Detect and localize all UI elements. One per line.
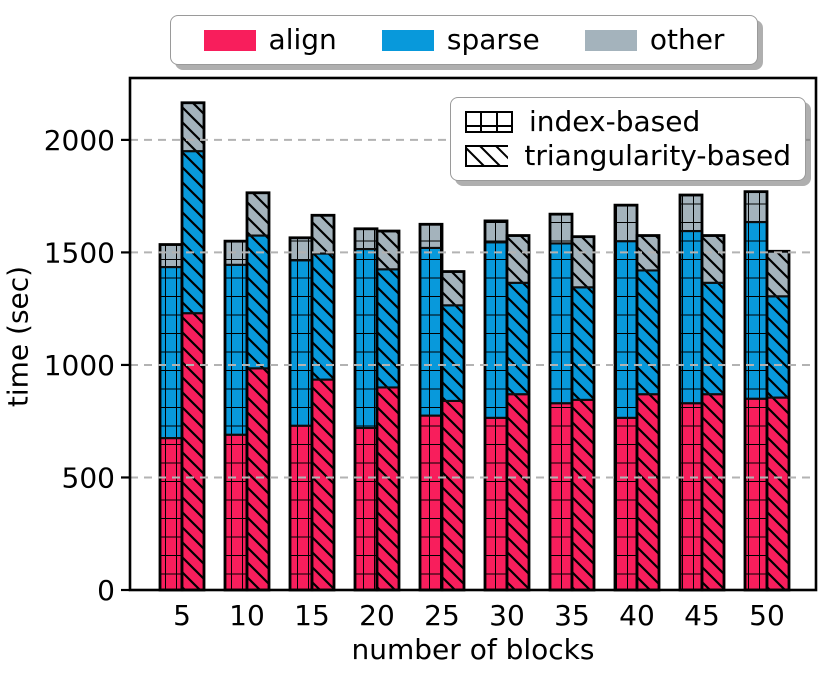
bar-segment-hatch-sparse bbox=[440, 304, 466, 403]
bar-segment-hatch-other bbox=[310, 214, 336, 255]
bar-segment-hatch-sparse bbox=[635, 269, 661, 396]
legend-item-other: other bbox=[584, 23, 725, 56]
bar-segment-hatch-align bbox=[570, 398, 596, 592]
y-tick-label: 0 bbox=[97, 574, 115, 607]
bar-segment-hatch-sparse bbox=[375, 268, 401, 389]
bar-segment-hatch-sparse bbox=[700, 281, 726, 396]
bar-segment-hatch-sparse bbox=[570, 286, 596, 401]
bar-segment-hatch-other bbox=[245, 191, 271, 237]
bar-segment-hatch-sparse bbox=[418, 246, 444, 417]
diagonal-hatch-swatch-icon bbox=[465, 145, 509, 167]
bar-segment-hatch-other bbox=[505, 234, 531, 284]
bar-segment-hatch-other bbox=[180, 101, 206, 153]
bar-segment-hatch-align bbox=[180, 312, 206, 592]
hatch-legend: index-based triangularity-based bbox=[450, 97, 806, 181]
x-tick-label: 10 bbox=[229, 599, 265, 632]
bar-segment-hatch-align bbox=[375, 386, 401, 592]
bar-segment-hatch-sparse bbox=[158, 265, 184, 440]
bar-segment-hatch-other bbox=[418, 223, 444, 249]
bar-segment-hatch-other bbox=[375, 229, 401, 271]
legend-item-align: align bbox=[203, 23, 337, 56]
x-tick-label: 5 bbox=[173, 599, 191, 632]
bar-segment-hatch-sparse bbox=[353, 247, 379, 430]
bar-segment-hatch-other bbox=[765, 250, 791, 298]
bar-segment-hatch-other bbox=[570, 235, 596, 289]
legend-item-triangularity-based: triangularity-based bbox=[465, 142, 791, 170]
x-tick-label: 30 bbox=[489, 599, 525, 632]
bar-segment-hatch-sparse bbox=[548, 242, 574, 405]
bar-segment-hatch-other bbox=[548, 213, 574, 245]
plot-border bbox=[128, 76, 818, 592]
bar-segment-hatch-align bbox=[505, 393, 531, 592]
y-tick-label: 1500 bbox=[44, 236, 115, 269]
bar-segment-hatch-align bbox=[310, 378, 336, 592]
y-axis-label: time (sec) bbox=[1, 265, 35, 408]
x-tick-label: 25 bbox=[424, 599, 460, 632]
bar-segment-hatch-sparse bbox=[180, 150, 206, 315]
bar-segment-hatch-align bbox=[223, 433, 249, 592]
x-tick-label: 15 bbox=[294, 599, 330, 632]
bar-segment-hatch-other bbox=[743, 190, 769, 224]
bar-segment-hatch-align bbox=[353, 426, 379, 592]
bar-segment-hatch-other bbox=[700, 234, 726, 284]
bar-segment-hatch-sparse bbox=[483, 241, 509, 419]
stack-color-legend: align sparse other bbox=[170, 15, 758, 65]
bar-segment-hatch-align bbox=[158, 437, 184, 592]
bar-segment-hatch-other bbox=[288, 236, 314, 262]
x-tick-label: 50 bbox=[749, 599, 785, 632]
y-tick-label: 1000 bbox=[44, 349, 115, 382]
swatch-align bbox=[203, 29, 256, 51]
x-axis-label: number of blocks bbox=[351, 633, 595, 666]
legend-label-triangularity-based: triangularity-based bbox=[524, 139, 791, 172]
bar-segment-hatch-align bbox=[548, 402, 574, 592]
bar-segment-hatch-align bbox=[418, 414, 444, 592]
legend-label-index-based: index-based bbox=[529, 105, 701, 138]
swatch-sparse bbox=[381, 29, 434, 51]
swatch-other bbox=[584, 29, 637, 51]
x-tick-label: 35 bbox=[554, 599, 590, 632]
legend-label-sparse: sparse bbox=[446, 23, 540, 56]
grid-hatch-swatch-icon bbox=[465, 111, 513, 133]
bar-segment-hatch-align bbox=[288, 424, 314, 592]
bar-segment-hatch-align bbox=[765, 396, 791, 592]
legend-label-other: other bbox=[649, 23, 725, 56]
legend-item-index-based: index-based bbox=[465, 108, 791, 136]
bar-segment-hatch-sparse bbox=[678, 229, 704, 405]
bar-segment-hatch-align bbox=[440, 399, 466, 592]
y-tick-label: 2000 bbox=[44, 124, 115, 157]
x-tick-label: 40 bbox=[619, 599, 655, 632]
bar-segment-hatch-align bbox=[743, 397, 769, 592]
x-tick-label: 20 bbox=[359, 599, 395, 632]
bar-segment-hatch-align bbox=[483, 416, 509, 592]
bar-segment-hatch-other bbox=[678, 193, 704, 233]
bar-segment-hatch-other bbox=[353, 227, 379, 251]
bar-segment-hatch-sparse bbox=[245, 234, 271, 370]
bar-segment-hatch-sparse bbox=[288, 259, 314, 427]
bar-segment-hatch-align bbox=[678, 402, 704, 592]
x-tick-label: 45 bbox=[684, 599, 720, 632]
bar-segment-hatch-other bbox=[483, 219, 509, 244]
bar-segment-hatch-other bbox=[440, 270, 466, 307]
bar-segment-hatch-align bbox=[613, 416, 639, 592]
bar-segment-hatch-align bbox=[635, 393, 661, 592]
bar-segment-hatch-sparse bbox=[765, 295, 791, 399]
y-tick-label: 500 bbox=[62, 461, 115, 494]
bar-segment-hatch-sparse bbox=[310, 252, 336, 381]
axes-layer: 0 500 1000 1500 2000 5 10 15 20 25 30 35 40 45 50 bbox=[44, 76, 818, 632]
bar-segment-hatch-sparse bbox=[223, 263, 249, 436]
bar-segment-hatch-sparse bbox=[613, 240, 639, 419]
legend-item-sparse: sparse bbox=[381, 23, 540, 56]
bar-segment-hatch-other bbox=[158, 243, 184, 269]
bar-segment-hatch-sparse bbox=[743, 220, 769, 400]
bar-segment-hatch-sparse bbox=[505, 281, 531, 396]
legend-label-align: align bbox=[268, 23, 337, 56]
bar-segment-hatch-align bbox=[700, 393, 726, 592]
bar-segment-hatch-align bbox=[245, 367, 271, 592]
bar-segment-hatch-other bbox=[613, 204, 639, 243]
